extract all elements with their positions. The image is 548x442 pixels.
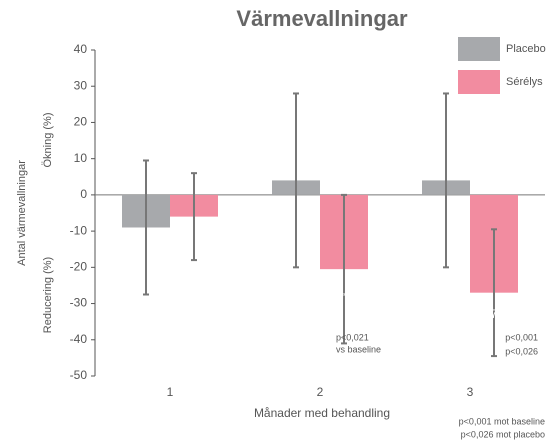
y-axis-label: Antal värmevallningar	[16, 160, 28, 266]
y-tick-label: -40	[70, 332, 88, 346]
y-axis-label-lower: Reducering (%)	[42, 257, 54, 333]
x-axis-label: Månader med behandling	[254, 406, 390, 420]
x-tick-label: 1	[167, 385, 174, 399]
y-tick-label: -50	[70, 368, 88, 382]
y-axis-label-upper: Ökning (%)	[42, 112, 54, 167]
data-label: -27%	[480, 307, 508, 321]
data-label: -20,5%	[325, 283, 363, 297]
error-bar	[293, 92, 299, 269]
annotation: p<0,001	[505, 332, 538, 342]
annotation: p<0,001 mot baseline	[459, 416, 545, 426]
error-bar	[443, 92, 449, 269]
y-tick-label: -20	[70, 260, 88, 274]
error-bar	[191, 172, 197, 262]
chart-title: Värmevallningar	[236, 6, 408, 31]
legend-swatch	[458, 70, 500, 94]
error-bar	[341, 193, 347, 345]
error-bar	[491, 228, 497, 358]
y-tick-label: 0	[80, 187, 87, 201]
y-tick-label: 30	[74, 78, 88, 92]
x-tick-label: 2	[317, 385, 324, 399]
y-tick-label: 20	[74, 115, 88, 129]
y-tick-label: 40	[74, 42, 88, 56]
annotation: p<0,021	[336, 332, 369, 342]
y-tick-label: 10	[74, 151, 88, 165]
legend-label: Sérélys	[506, 76, 543, 88]
annotation: p<0,026	[505, 346, 538, 356]
legend-swatch	[458, 37, 500, 61]
y-tick-label: -10	[70, 223, 88, 237]
error-bar	[143, 159, 149, 296]
annotation: vs baseline	[336, 344, 381, 354]
x-tick-label: 3	[467, 385, 474, 399]
legend-label: Placebo	[506, 43, 546, 55]
annotation: p<0,026 mot placebo	[461, 429, 545, 439]
y-tick-label: -30	[70, 296, 88, 310]
